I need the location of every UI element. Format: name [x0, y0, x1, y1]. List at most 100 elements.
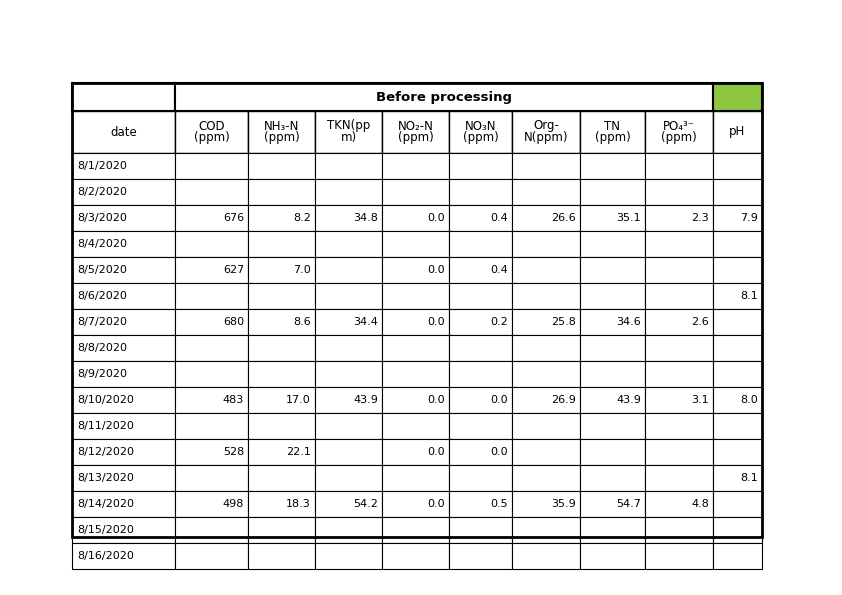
Text: 8/13/2020: 8/13/2020 — [77, 473, 134, 483]
Bar — [449, 517, 512, 543]
Bar — [175, 153, 248, 179]
Bar — [645, 309, 713, 335]
Bar — [382, 543, 449, 569]
Bar — [512, 179, 580, 205]
Text: 8/8/2020: 8/8/2020 — [77, 343, 127, 353]
Bar — [713, 283, 762, 309]
Text: 0.0: 0.0 — [490, 447, 508, 457]
Bar — [580, 387, 645, 413]
Bar — [315, 543, 382, 569]
Bar — [72, 83, 762, 537]
Bar — [580, 517, 645, 543]
Bar — [315, 205, 382, 231]
Bar — [713, 335, 762, 361]
Bar — [580, 413, 645, 439]
Bar — [248, 543, 315, 569]
Text: date: date — [110, 126, 137, 139]
Bar — [713, 439, 762, 465]
Text: Before processing: Before processing — [376, 90, 512, 104]
Bar — [580, 257, 645, 283]
Text: 8/15/2020: 8/15/2020 — [77, 525, 134, 535]
Text: 54.7: 54.7 — [616, 499, 641, 509]
Text: 8.1: 8.1 — [740, 473, 758, 483]
Bar — [449, 283, 512, 309]
Text: (ppm): (ppm) — [462, 131, 498, 145]
Bar — [645, 413, 713, 439]
Bar — [175, 517, 248, 543]
Text: 7.9: 7.9 — [740, 213, 758, 223]
Bar — [72, 413, 175, 439]
Bar — [449, 111, 512, 153]
Bar — [449, 465, 512, 491]
Text: (ppm): (ppm) — [264, 131, 300, 145]
Text: 17.0: 17.0 — [286, 395, 311, 405]
Text: 8/5/2020: 8/5/2020 — [77, 265, 127, 275]
Text: N(ppm): N(ppm) — [524, 131, 568, 145]
Bar — [315, 309, 382, 335]
Bar — [713, 179, 762, 205]
Text: pH: pH — [729, 126, 746, 139]
Bar — [645, 231, 713, 257]
Bar — [315, 335, 382, 361]
Bar — [315, 517, 382, 543]
Bar — [512, 205, 580, 231]
Text: 8/7/2020: 8/7/2020 — [77, 317, 127, 327]
Bar — [175, 257, 248, 283]
Text: (ppm): (ppm) — [661, 131, 697, 145]
Bar — [72, 517, 175, 543]
Bar — [713, 465, 762, 491]
Text: 43.9: 43.9 — [616, 395, 641, 405]
Bar — [315, 283, 382, 309]
Bar — [72, 205, 175, 231]
Bar — [713, 387, 762, 413]
Text: TKN(pp: TKN(pp — [327, 120, 370, 133]
Bar — [315, 413, 382, 439]
Bar — [248, 361, 315, 387]
Bar — [72, 387, 175, 413]
Bar — [315, 439, 382, 465]
Text: 2.6: 2.6 — [691, 317, 709, 327]
Text: 8/10/2020: 8/10/2020 — [77, 395, 134, 405]
Bar — [248, 111, 315, 153]
Bar — [72, 309, 175, 335]
Bar — [175, 387, 248, 413]
Bar — [645, 205, 713, 231]
Text: m): m) — [340, 131, 356, 145]
Text: 25.8: 25.8 — [552, 317, 576, 327]
Bar — [382, 231, 449, 257]
Bar — [645, 335, 713, 361]
Text: TN: TN — [605, 120, 621, 133]
Text: 35.1: 35.1 — [616, 213, 641, 223]
Bar — [449, 231, 512, 257]
Bar — [449, 491, 512, 517]
Bar — [382, 491, 449, 517]
Text: 8.1: 8.1 — [740, 291, 758, 301]
Bar — [645, 179, 713, 205]
Bar — [382, 517, 449, 543]
Bar — [713, 257, 762, 283]
Bar — [72, 179, 175, 205]
Text: 676: 676 — [223, 213, 244, 223]
Bar — [580, 543, 645, 569]
Bar — [382, 179, 449, 205]
Bar — [248, 335, 315, 361]
Text: 8/3/2020: 8/3/2020 — [77, 213, 127, 223]
Text: PO₄³⁻: PO₄³⁻ — [663, 120, 695, 133]
Bar — [713, 543, 762, 569]
Bar — [248, 517, 315, 543]
Text: 483: 483 — [223, 395, 244, 405]
Text: 26.9: 26.9 — [552, 395, 576, 405]
Bar — [580, 153, 645, 179]
Bar — [449, 361, 512, 387]
Bar — [449, 205, 512, 231]
Text: 8/1/2020: 8/1/2020 — [77, 161, 127, 171]
Text: 0.0: 0.0 — [428, 447, 445, 457]
Bar — [382, 413, 449, 439]
Bar — [248, 387, 315, 413]
Text: NH₃-N: NH₃-N — [264, 120, 299, 133]
Bar — [512, 543, 580, 569]
Text: 528: 528 — [223, 447, 244, 457]
Bar — [645, 543, 713, 569]
Bar — [512, 439, 580, 465]
Text: 0.0: 0.0 — [428, 395, 445, 405]
